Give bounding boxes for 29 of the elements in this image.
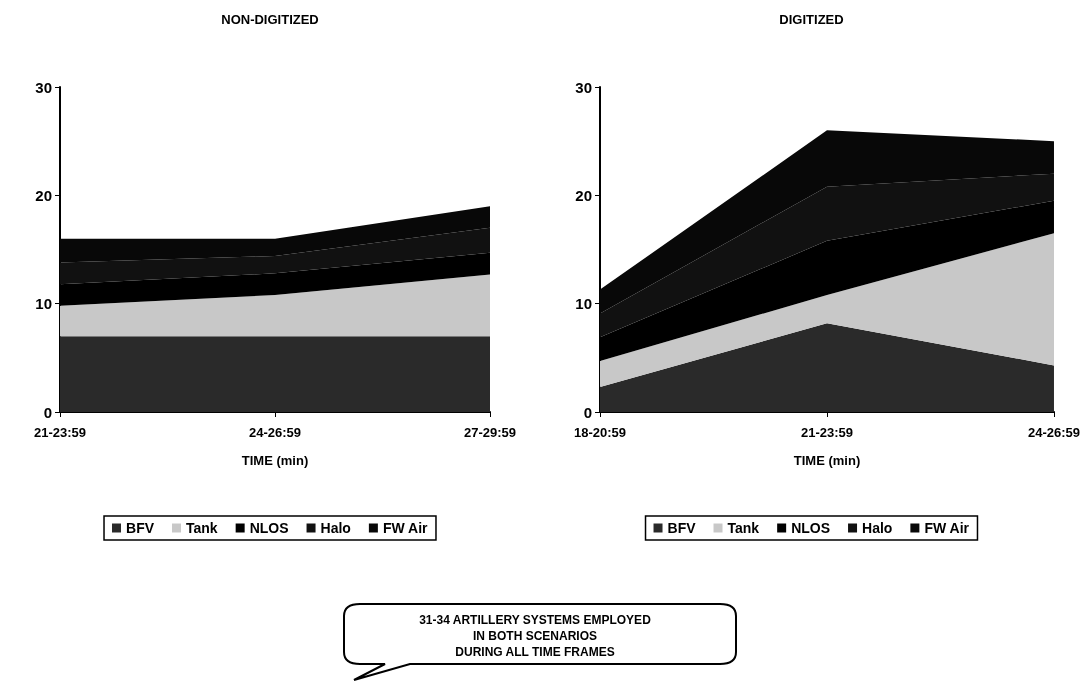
x-axis-title: TIME (min) [793,453,861,468]
legend-label: Halo [862,520,893,536]
x-tick-label: 24-26:59 [248,425,302,440]
y-tick-label: 0 [43,403,52,421]
y-tick-label: 20 [35,186,52,204]
text: 31-34 ARTILLERY SYSTEMS EMPLOYED IN BOTH SCENARIOS DURING ALL TIME FRAMES [418,612,652,660]
y-tick-label: 30 [575,78,592,96]
x-axis-title: TIME (min) [241,453,309,468]
legend-label: NLOS [791,520,831,536]
y-tick-label: 0 [583,403,592,421]
x-tick-label: 27-29:59 [463,425,517,440]
chart-title: NON-DIGITIZED [221,12,319,27]
chart-title: DIGITIZED [779,12,844,27]
legend-label: Tank [727,520,760,536]
x-tick-label: 21-23:59 [33,425,87,440]
y-tick-label: 10 [575,295,592,313]
y-tick-label: 30 [35,78,52,96]
x-tick-label: 21-23:59 [800,425,854,440]
legend-label: FW Air [382,520,429,536]
y-tick-label: 20 [575,186,592,204]
legend-label: BFV [126,520,155,536]
y-tick-label: 10 [35,295,52,313]
legend-label: NLOS [249,520,289,536]
legend-label: Halo [320,520,351,536]
x-tick-label: 18-20:59 [573,425,627,440]
legend-label: Tank [186,520,218,536]
legend-label: FW Air [924,520,970,536]
x-tick-label: 24-26:59 [1027,425,1080,440]
legend-label: BFV [667,520,697,536]
